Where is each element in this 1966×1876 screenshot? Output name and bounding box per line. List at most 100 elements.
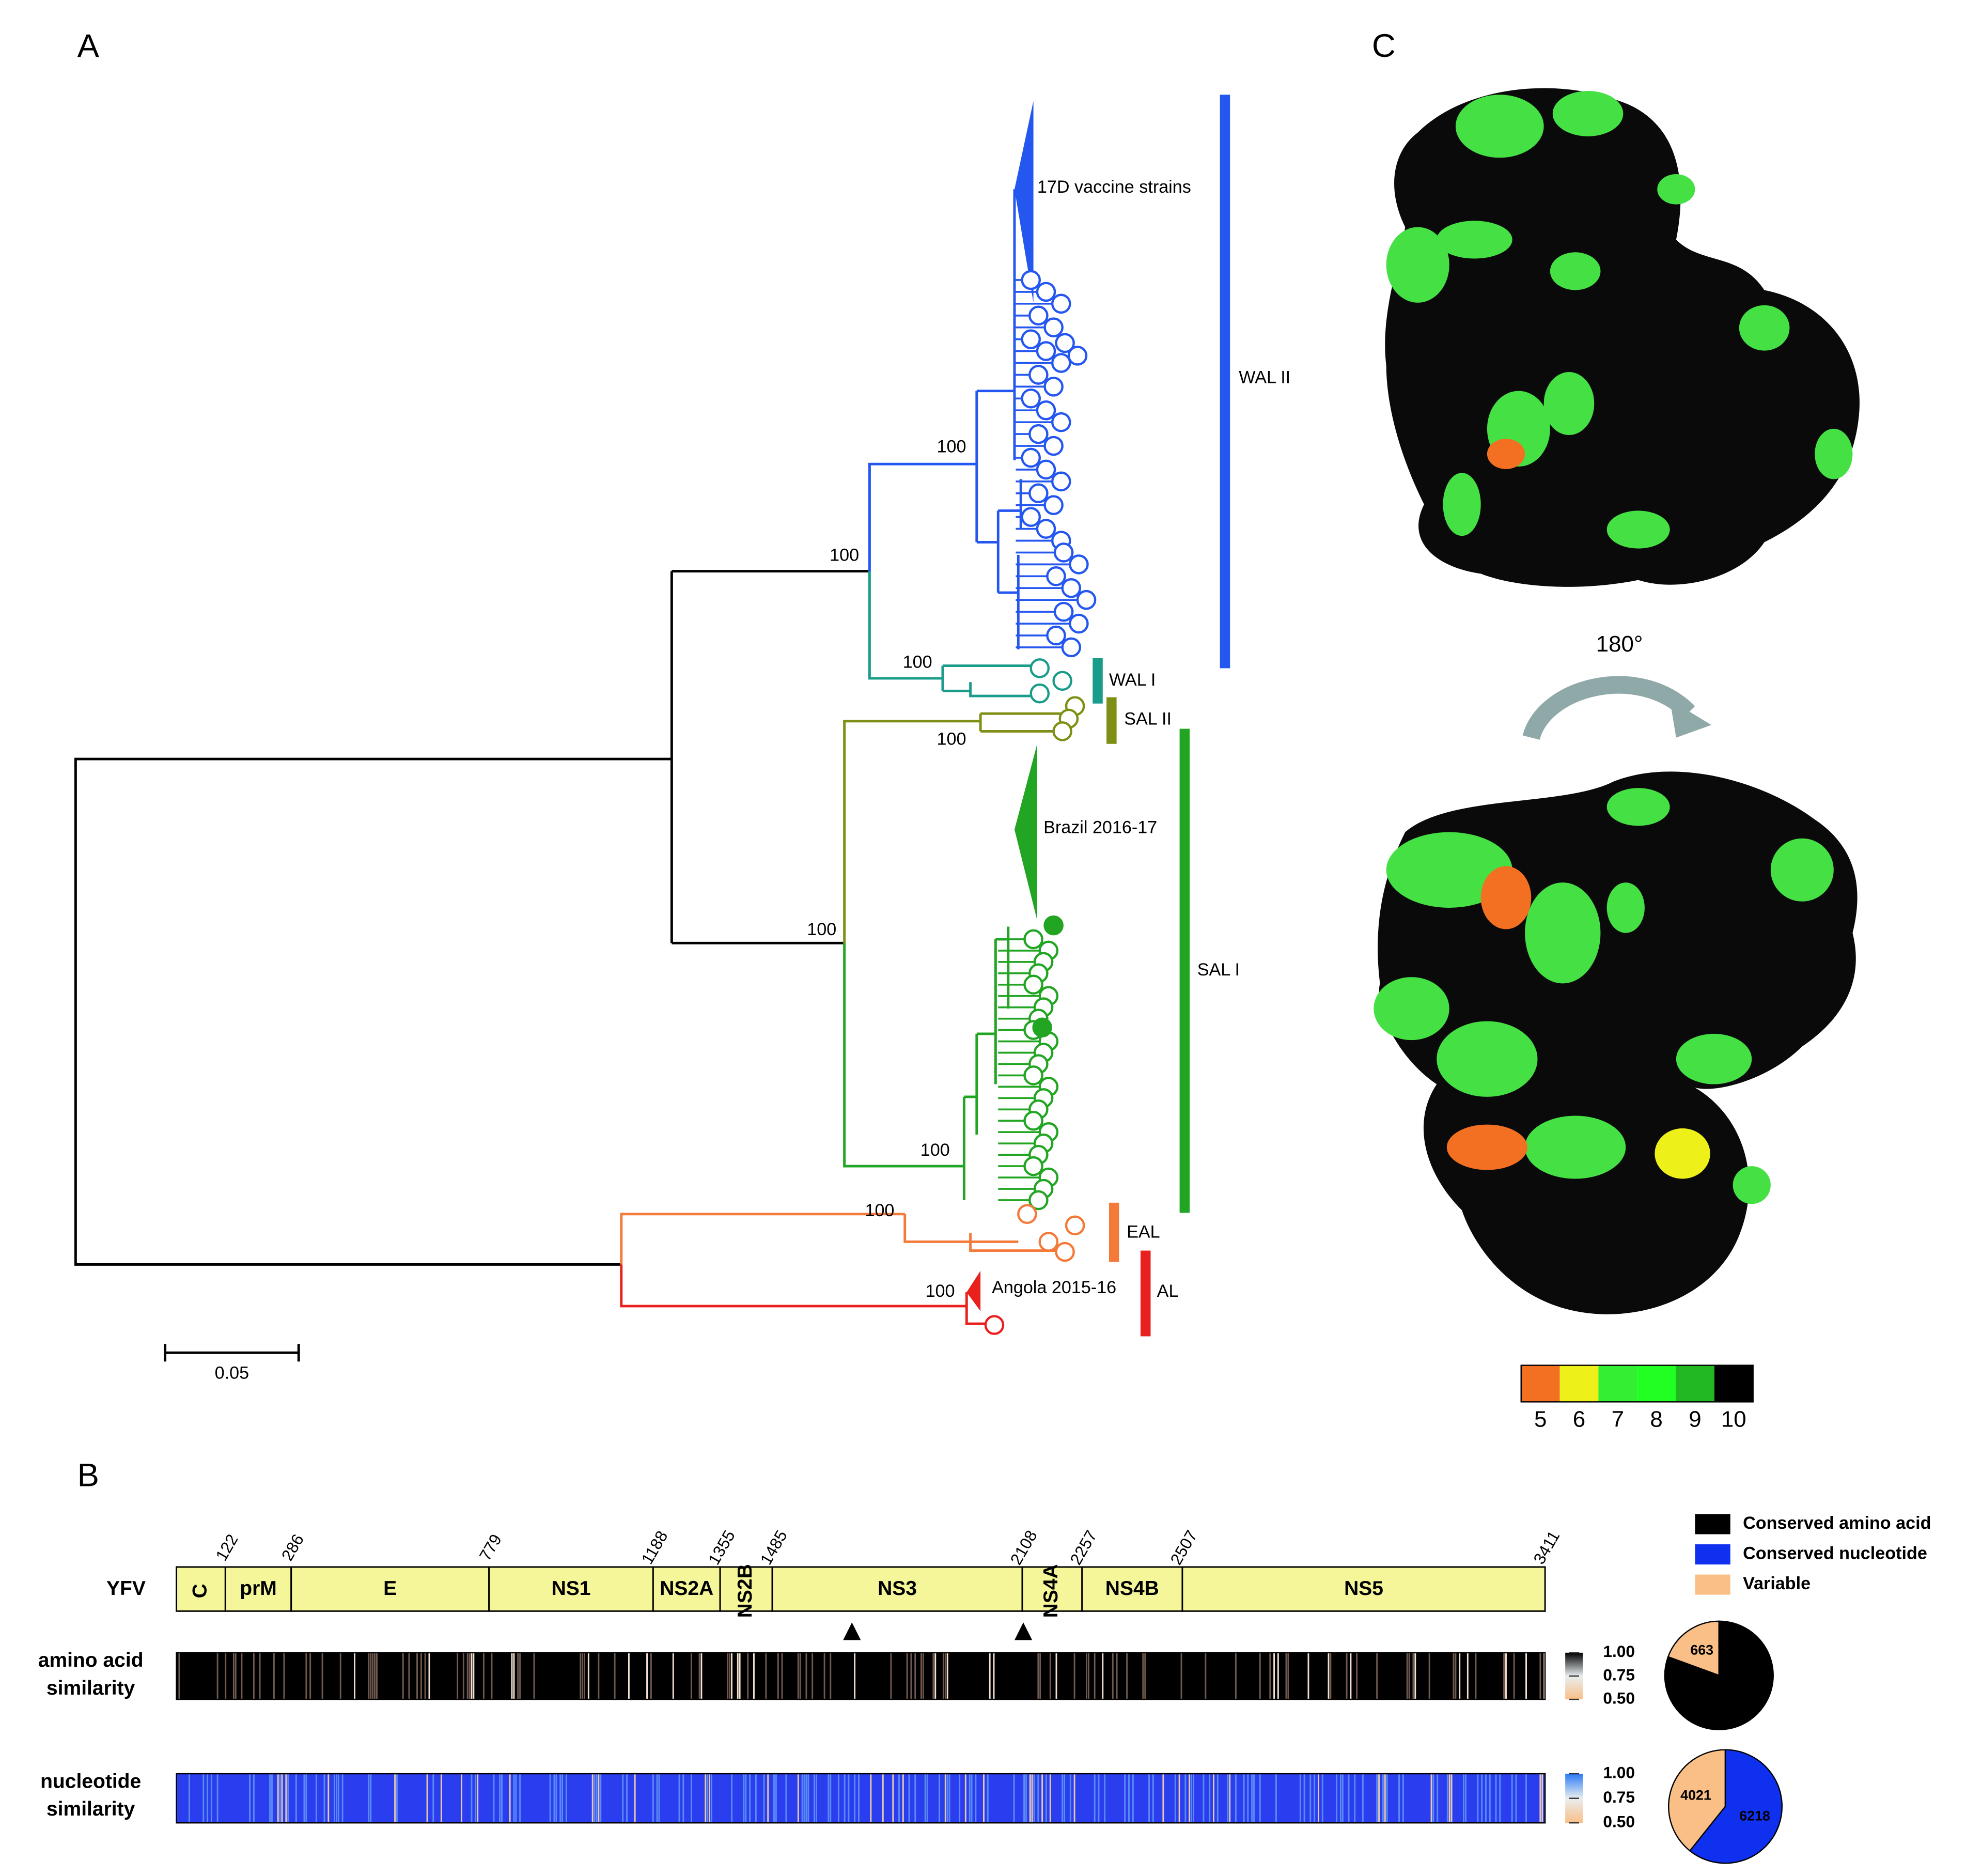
gene-name: E (383, 1577, 397, 1600)
similarity-stripe (1513, 1652, 1515, 1700)
tip (1069, 613, 1089, 634)
similarity-stripe (376, 1652, 378, 1700)
similarity-stripe (1209, 1774, 1211, 1823)
similarity-stripe (1525, 1652, 1527, 1700)
similarity-stripe (1259, 1774, 1261, 1823)
collapsed-clade (1014, 101, 1034, 303)
tip (1023, 929, 1043, 950)
position-label: 779 (475, 1531, 505, 1564)
bootstrap-value: 100 (865, 1201, 894, 1220)
similarity-stripe (1191, 1774, 1192, 1823)
collapsed-label: 17D vaccine strains (1037, 177, 1191, 197)
similarity-stripe (797, 1652, 799, 1700)
similarity-stripe (339, 1652, 341, 1700)
similarity-stripe (922, 1652, 924, 1700)
similarity-stripe (370, 1652, 372, 1700)
tip (1055, 333, 1075, 353)
tip (1017, 1204, 1037, 1224)
colorbar-segment (1521, 1365, 1560, 1402)
similarity-stripe (372, 1652, 374, 1700)
legend-label: Conserved amino acid (1743, 1513, 1931, 1533)
similarity-stripe (295, 1774, 297, 1823)
similarity-stripe (396, 1774, 398, 1823)
tip (1021, 270, 1041, 290)
similarity-stripe (854, 1652, 856, 1700)
similarity-stripe (1049, 1774, 1051, 1823)
similarity-stripe (598, 1652, 600, 1700)
similarity-stripe (1128, 1774, 1130, 1823)
similarity-stripe (1025, 1774, 1027, 1823)
similarity-stripe (1216, 1774, 1219, 1823)
similarity-stripe (335, 1774, 337, 1823)
pie-slice (1689, 1749, 1783, 1864)
similarity-stripe (1277, 1652, 1279, 1700)
similarity-stripe (1511, 1774, 1513, 1823)
similarity-stripe (731, 1652, 732, 1700)
tip (1051, 293, 1071, 314)
similarity-stripe (337, 1774, 339, 1823)
tip (1046, 625, 1066, 646)
tip (1055, 1242, 1075, 1262)
similarity-stripe (279, 1774, 281, 1823)
bootstrap-value: 100 (937, 437, 966, 456)
marker-triangle (1014, 1622, 1033, 1640)
bootstrap-value: 100 (926, 1281, 955, 1301)
similarity-stripe (975, 1774, 977, 1823)
tip (1052, 721, 1072, 741)
panel-label: C (1372, 28, 1396, 64)
surface-patches (1374, 90, 1853, 1204)
similarity-stripe (519, 1774, 521, 1823)
gene-name: NS2B (734, 1564, 756, 1618)
similarity-stripe (511, 1652, 513, 1700)
similarity-stripe (471, 1774, 473, 1823)
similarity-stripe (1336, 1774, 1338, 1823)
similarity-stripe (321, 1652, 323, 1700)
tip (1029, 658, 1050, 678)
similarity-stripe (658, 1774, 660, 1823)
panel-label: A (77, 28, 100, 64)
position-label: 2108 (1006, 1527, 1040, 1568)
position-label: 2507 (1166, 1527, 1200, 1568)
similarity-stripe (565, 1774, 567, 1823)
similarity-stripe (1087, 1652, 1089, 1700)
similarity-stripe (1398, 1774, 1400, 1823)
similarity-stripe (477, 1774, 479, 1823)
pie-slice (1667, 1620, 1720, 1677)
similarity-stripe (650, 1652, 652, 1700)
similarity-stripe (241, 1652, 243, 1700)
similarity-stripe (1287, 1652, 1289, 1700)
tip (1065, 1215, 1085, 1236)
tip (1021, 389, 1041, 409)
similarity-stripe (482, 1652, 485, 1700)
bootstrap-value: 100 (903, 653, 932, 672)
similarity-stripe (814, 1774, 816, 1823)
position-label: 2257 (1066, 1527, 1100, 1568)
similarity-stripe (1094, 1774, 1096, 1823)
similarity-stripe (1132, 1774, 1134, 1823)
similarity-stripe (1505, 1652, 1507, 1700)
similarity-stripe (1463, 1774, 1464, 1823)
similarity-stripe (600, 1774, 602, 1823)
similarity-stripe (910, 1652, 912, 1700)
similarity-stripe (1475, 1652, 1477, 1700)
tip (1053, 542, 1074, 563)
similarity-stripe (513, 1652, 515, 1700)
similarity-stripe (690, 1774, 692, 1823)
track-label: similarity (46, 1677, 135, 1699)
gene-box (1021, 1566, 1083, 1612)
similarity-stripe (711, 1774, 712, 1823)
similarity-stripe (596, 1774, 598, 1823)
similarity-stripe (987, 1774, 989, 1823)
similarity-stripe (626, 1774, 628, 1823)
similarity-stripe (823, 1652, 825, 1700)
similarity-stripe (1412, 1652, 1414, 1700)
similarity-stripe (932, 1652, 934, 1700)
similarity-stripe (731, 1774, 732, 1823)
gene-box (1181, 1566, 1546, 1612)
similarity-stripe (457, 1652, 459, 1700)
similarity-stripe (1348, 1774, 1350, 1823)
similarity-stripe (232, 1652, 235, 1700)
similarity-stripe (408, 1652, 410, 1700)
similarity-stripe (1402, 1774, 1404, 1823)
